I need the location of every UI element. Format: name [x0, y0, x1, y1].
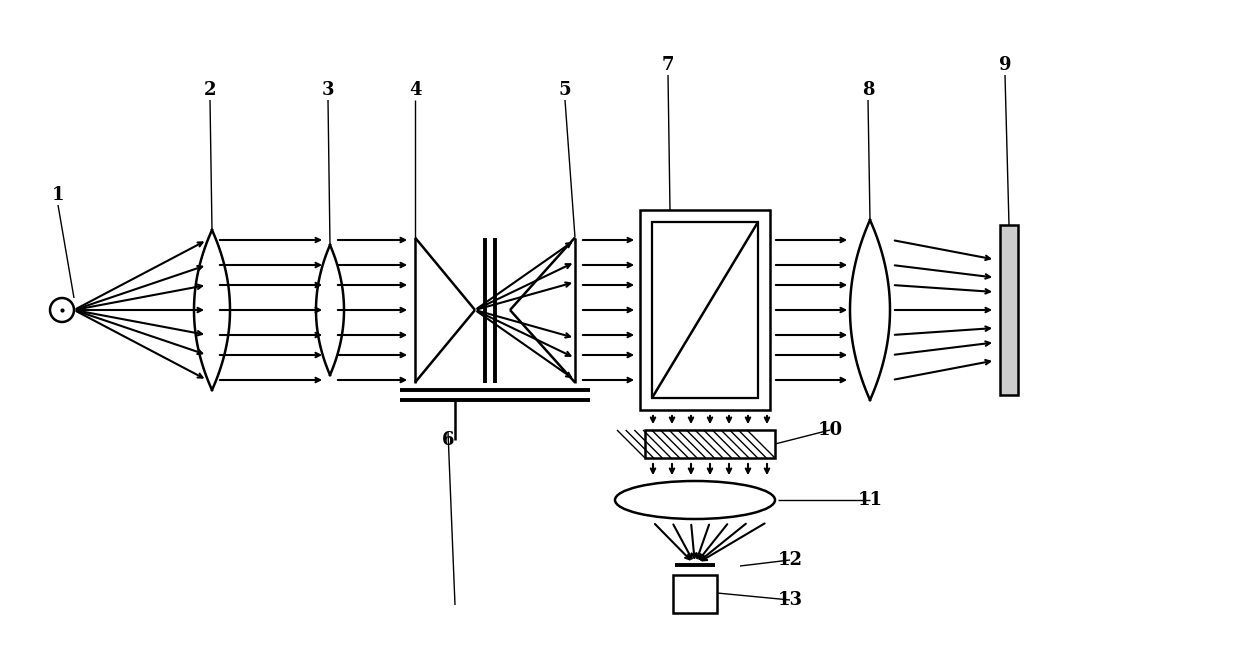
Text: 11: 11 [858, 491, 883, 509]
Polygon shape [999, 225, 1018, 395]
Text: 1: 1 [52, 186, 64, 204]
Text: 12: 12 [777, 551, 802, 569]
Text: 7: 7 [662, 56, 675, 74]
Text: 13: 13 [777, 591, 802, 609]
Text: 8: 8 [862, 81, 874, 99]
Text: 5: 5 [559, 81, 572, 99]
Text: 6: 6 [441, 431, 454, 449]
Text: 9: 9 [998, 56, 1012, 74]
Text: 2: 2 [203, 81, 216, 99]
Text: 10: 10 [817, 421, 842, 439]
Polygon shape [645, 430, 775, 458]
Text: 4: 4 [409, 81, 422, 99]
Text: 3: 3 [321, 81, 335, 99]
